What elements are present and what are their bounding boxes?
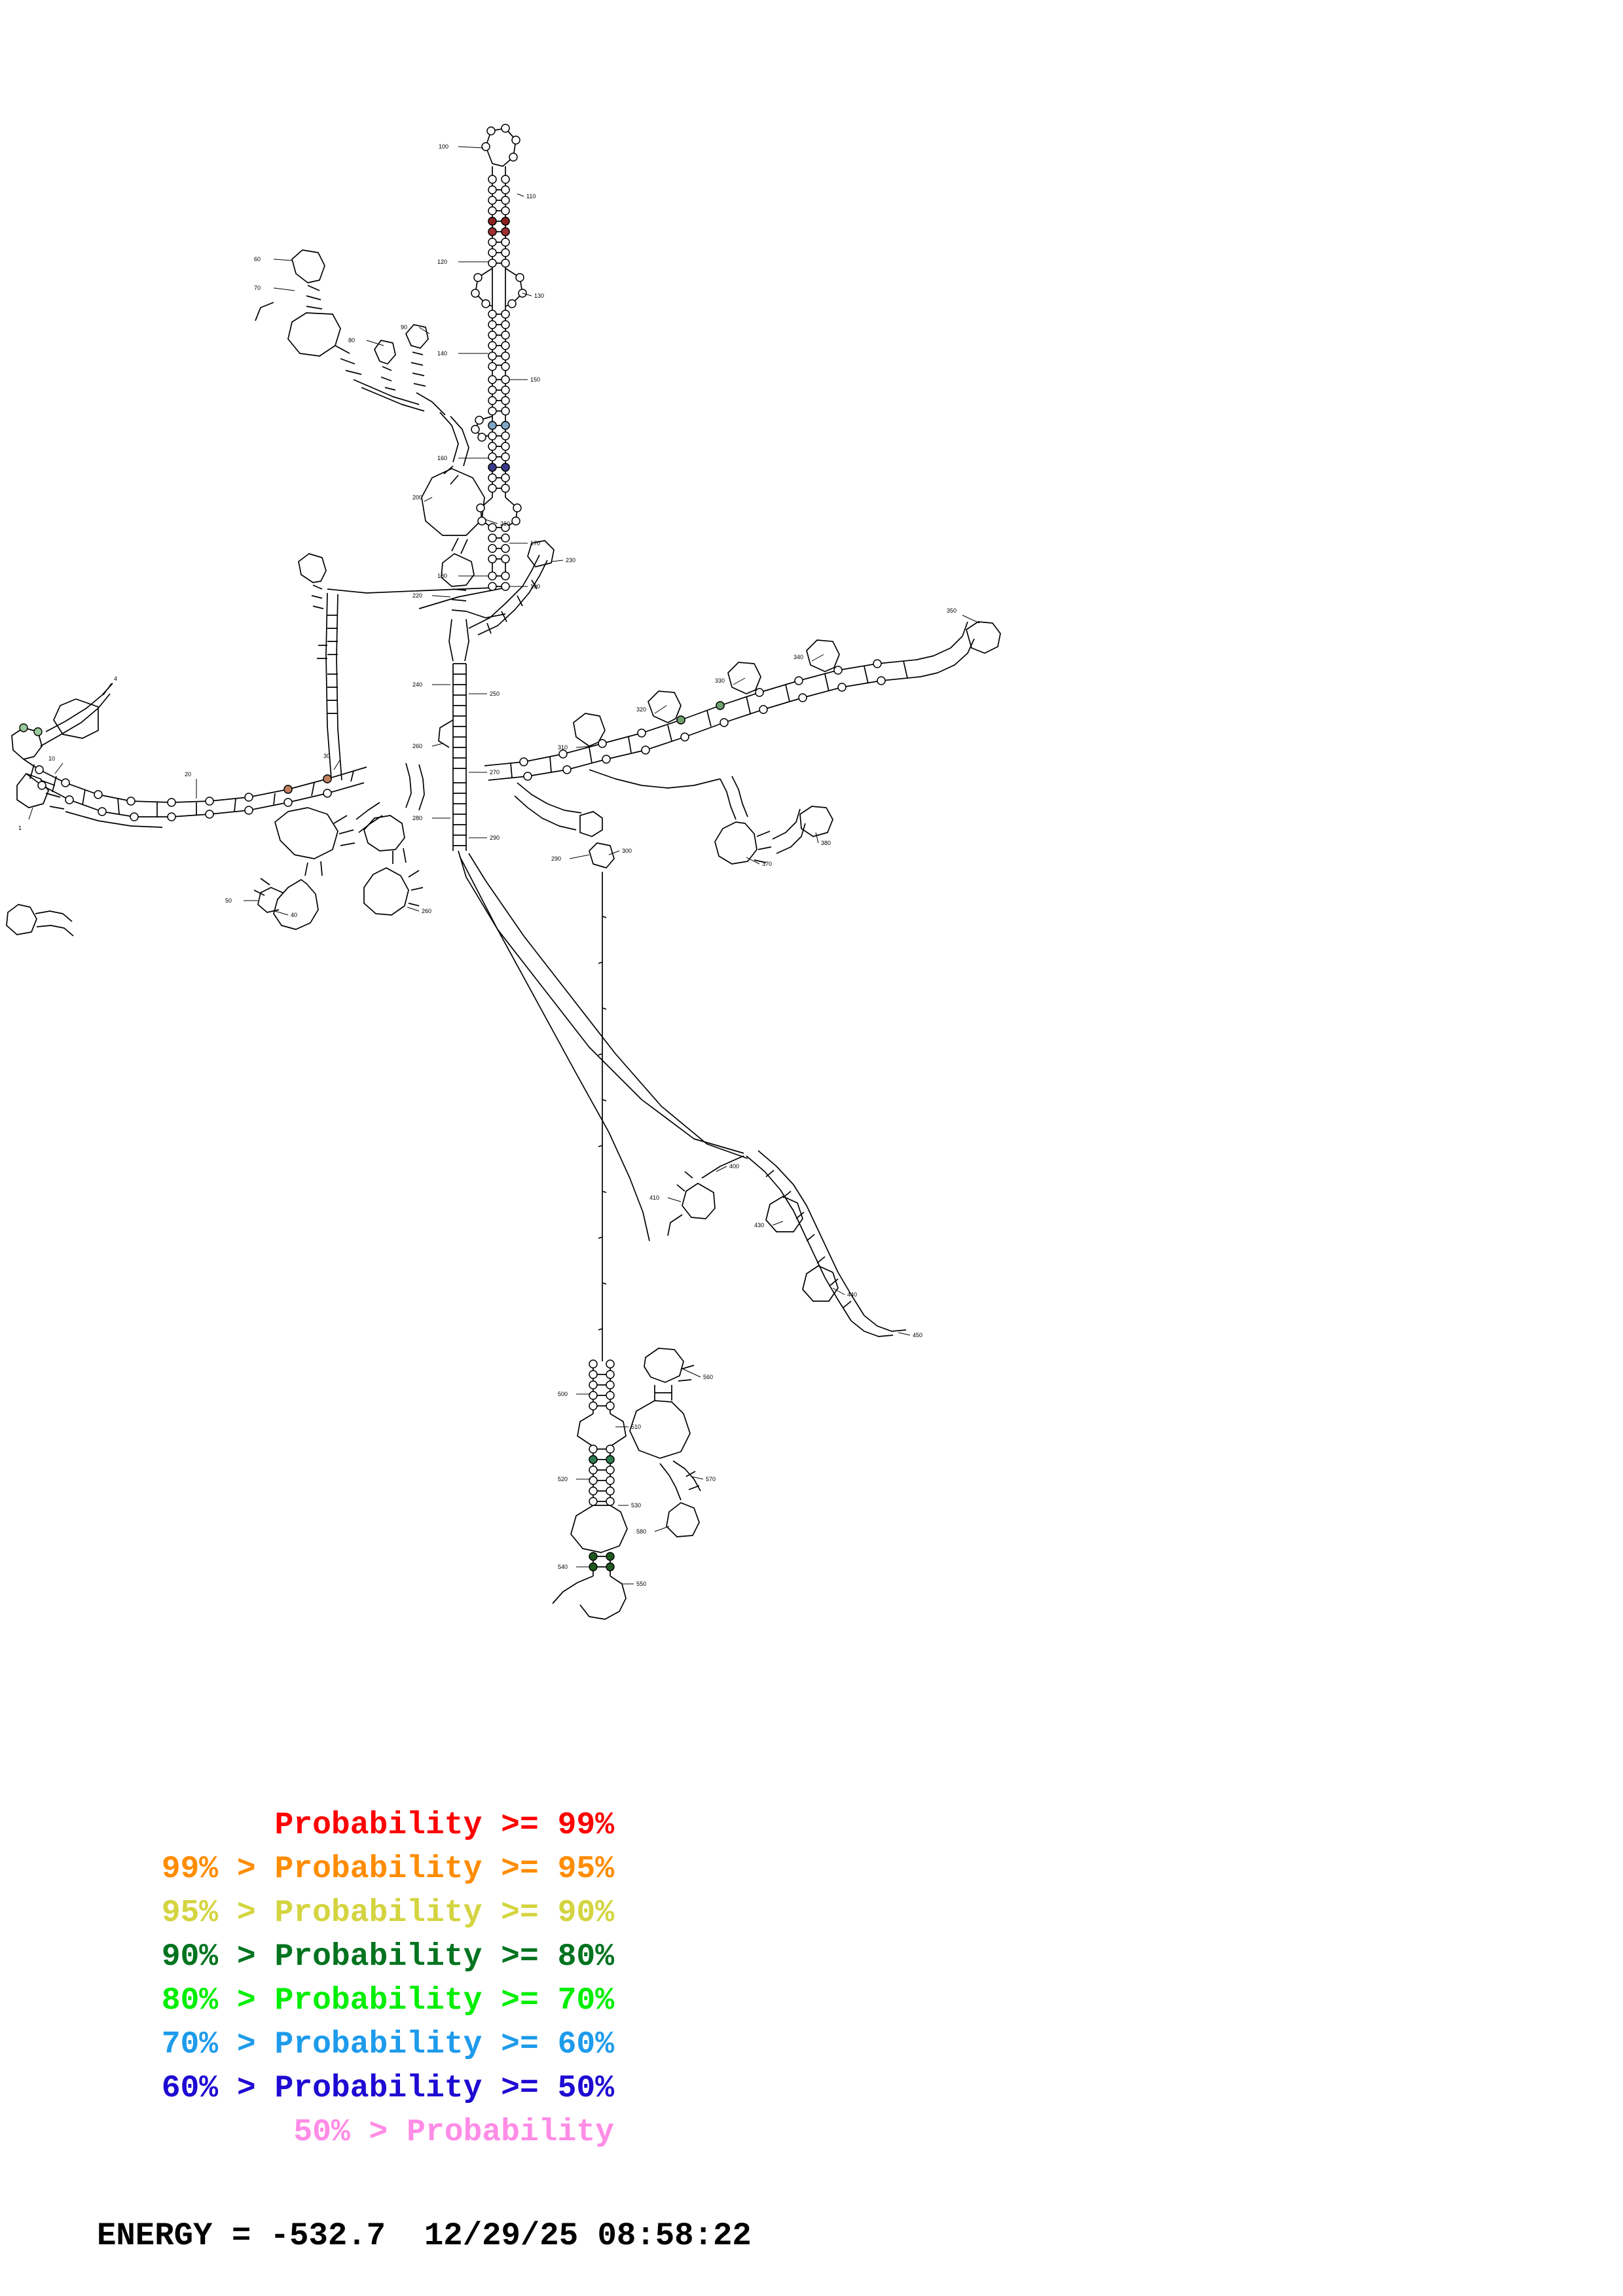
legend-row-80: 90% > Probability >= 80%	[97, 1935, 614, 1979]
energy-timestamp-line: ENERGY = -532.7 12/29/25 08:58:22	[97, 2217, 752, 2254]
legend-label-80: 90% > Probability >= 80%	[161, 1939, 614, 1975]
svg-text:260: 260	[422, 908, 431, 914]
svg-text:140: 140	[437, 350, 447, 357]
svg-text:380: 380	[821, 840, 831, 846]
svg-text:570: 570	[706, 1476, 716, 1482]
legend-label-50: 60% > Probability >= 50%	[161, 2071, 614, 2106]
svg-text:250: 250	[490, 691, 500, 697]
svg-text:270: 270	[490, 769, 500, 776]
legend-row-50: 60% > Probability >= 50%	[97, 2067, 614, 2111]
svg-text:190: 190	[530, 583, 540, 590]
svg-text:130: 130	[534, 293, 544, 299]
svg-text:540: 540	[558, 1564, 568, 1570]
svg-text:120: 120	[437, 259, 447, 265]
legend-label-90: 95% > Probability >= 90%	[161, 1895, 614, 1931]
svg-text:70: 70	[254, 285, 261, 291]
rna-backbone-lines	[6, 128, 1001, 1620]
svg-text:110: 110	[526, 193, 536, 200]
svg-text:580: 580	[636, 1528, 646, 1535]
rna-structure-plot: 100 110 120 130 140 150 160 170 180 190 …	[6, 124, 1001, 1620]
svg-text:440: 440	[847, 1291, 857, 1298]
svg-text:20: 20	[185, 771, 191, 778]
svg-text:10: 10	[48, 755, 55, 762]
svg-text:510: 510	[631, 1424, 641, 1430]
legend-row-99: Probability >= 99%	[97, 1804, 614, 1848]
svg-text:4: 4	[114, 675, 117, 682]
svg-text:310: 310	[558, 744, 568, 751]
svg-text:60: 60	[254, 256, 261, 262]
svg-text:30: 30	[323, 753, 330, 759]
svg-text:210: 210	[500, 520, 510, 527]
svg-text:370: 370	[762, 861, 772, 867]
legend-row-70: 80% > Probability >= 70%	[97, 1979, 614, 2023]
legend-label-95: 99% > Probability >= 95%	[161, 1852, 614, 1887]
svg-text:260: 260	[412, 743, 422, 749]
legend-row-below-50: 50% > Probability	[97, 2111, 614, 2155]
svg-text:280: 280	[412, 815, 422, 821]
legend-row-60: 70% > Probability >= 60%	[97, 2023, 614, 2067]
svg-text:410: 410	[649, 1194, 659, 1201]
svg-text:400: 400	[729, 1163, 739, 1170]
svg-text:150: 150	[530, 376, 540, 383]
svg-text:1: 1	[18, 825, 22, 831]
legend-label-99: Probability >= 99%	[274, 1808, 614, 1843]
svg-text:350: 350	[947, 607, 957, 614]
svg-text:450: 450	[913, 1332, 922, 1338]
rna-structure-canvas: 100 110 120 130 140 150 160 170 180 190 …	[6, 124, 1001, 1620]
svg-text:200: 200	[412, 494, 422, 501]
probability-legend: Probability >= 99% 99% > Probability >= …	[97, 1804, 686, 2155]
legend-row-90: 95% > Probability >= 90%	[97, 1892, 614, 1935]
svg-text:340: 340	[793, 654, 803, 660]
svg-text:170: 170	[530, 540, 540, 547]
svg-text:230: 230	[566, 557, 575, 564]
svg-text:290: 290	[551, 855, 561, 862]
svg-text:430: 430	[754, 1222, 764, 1229]
svg-text:220: 220	[412, 592, 422, 599]
svg-text:500: 500	[558, 1391, 568, 1397]
legend-label-below-50: 50% > Probability	[293, 2115, 614, 2150]
svg-text:300: 300	[622, 848, 632, 854]
svg-text:90: 90	[401, 324, 407, 331]
svg-text:180: 180	[437, 573, 447, 579]
svg-text:80: 80	[348, 337, 355, 344]
rna-nucleotides	[19, 124, 886, 1571]
svg-text:330: 330	[715, 677, 725, 684]
legend-label-70: 80% > Probability >= 70%	[161, 1983, 614, 2018]
svg-text:520: 520	[558, 1476, 568, 1482]
svg-text:40: 40	[291, 912, 297, 918]
svg-text:530: 530	[631, 1502, 641, 1509]
svg-text:160: 160	[437, 455, 447, 461]
svg-text:290: 290	[490, 834, 500, 841]
svg-text:100: 100	[439, 143, 448, 150]
rna-position-labels: 100 110 120 130 140 150 160 170 180 190 …	[18, 143, 980, 1587]
svg-text:240: 240	[412, 681, 422, 688]
legend-label-60: 70% > Probability >= 60%	[161, 2027, 614, 2062]
legend-row-95: 99% > Probability >= 95%	[97, 1848, 614, 1892]
svg-text:320: 320	[636, 706, 646, 713]
svg-text:560: 560	[703, 1374, 713, 1380]
svg-text:50: 50	[225, 897, 232, 904]
svg-text:550: 550	[636, 1581, 646, 1587]
